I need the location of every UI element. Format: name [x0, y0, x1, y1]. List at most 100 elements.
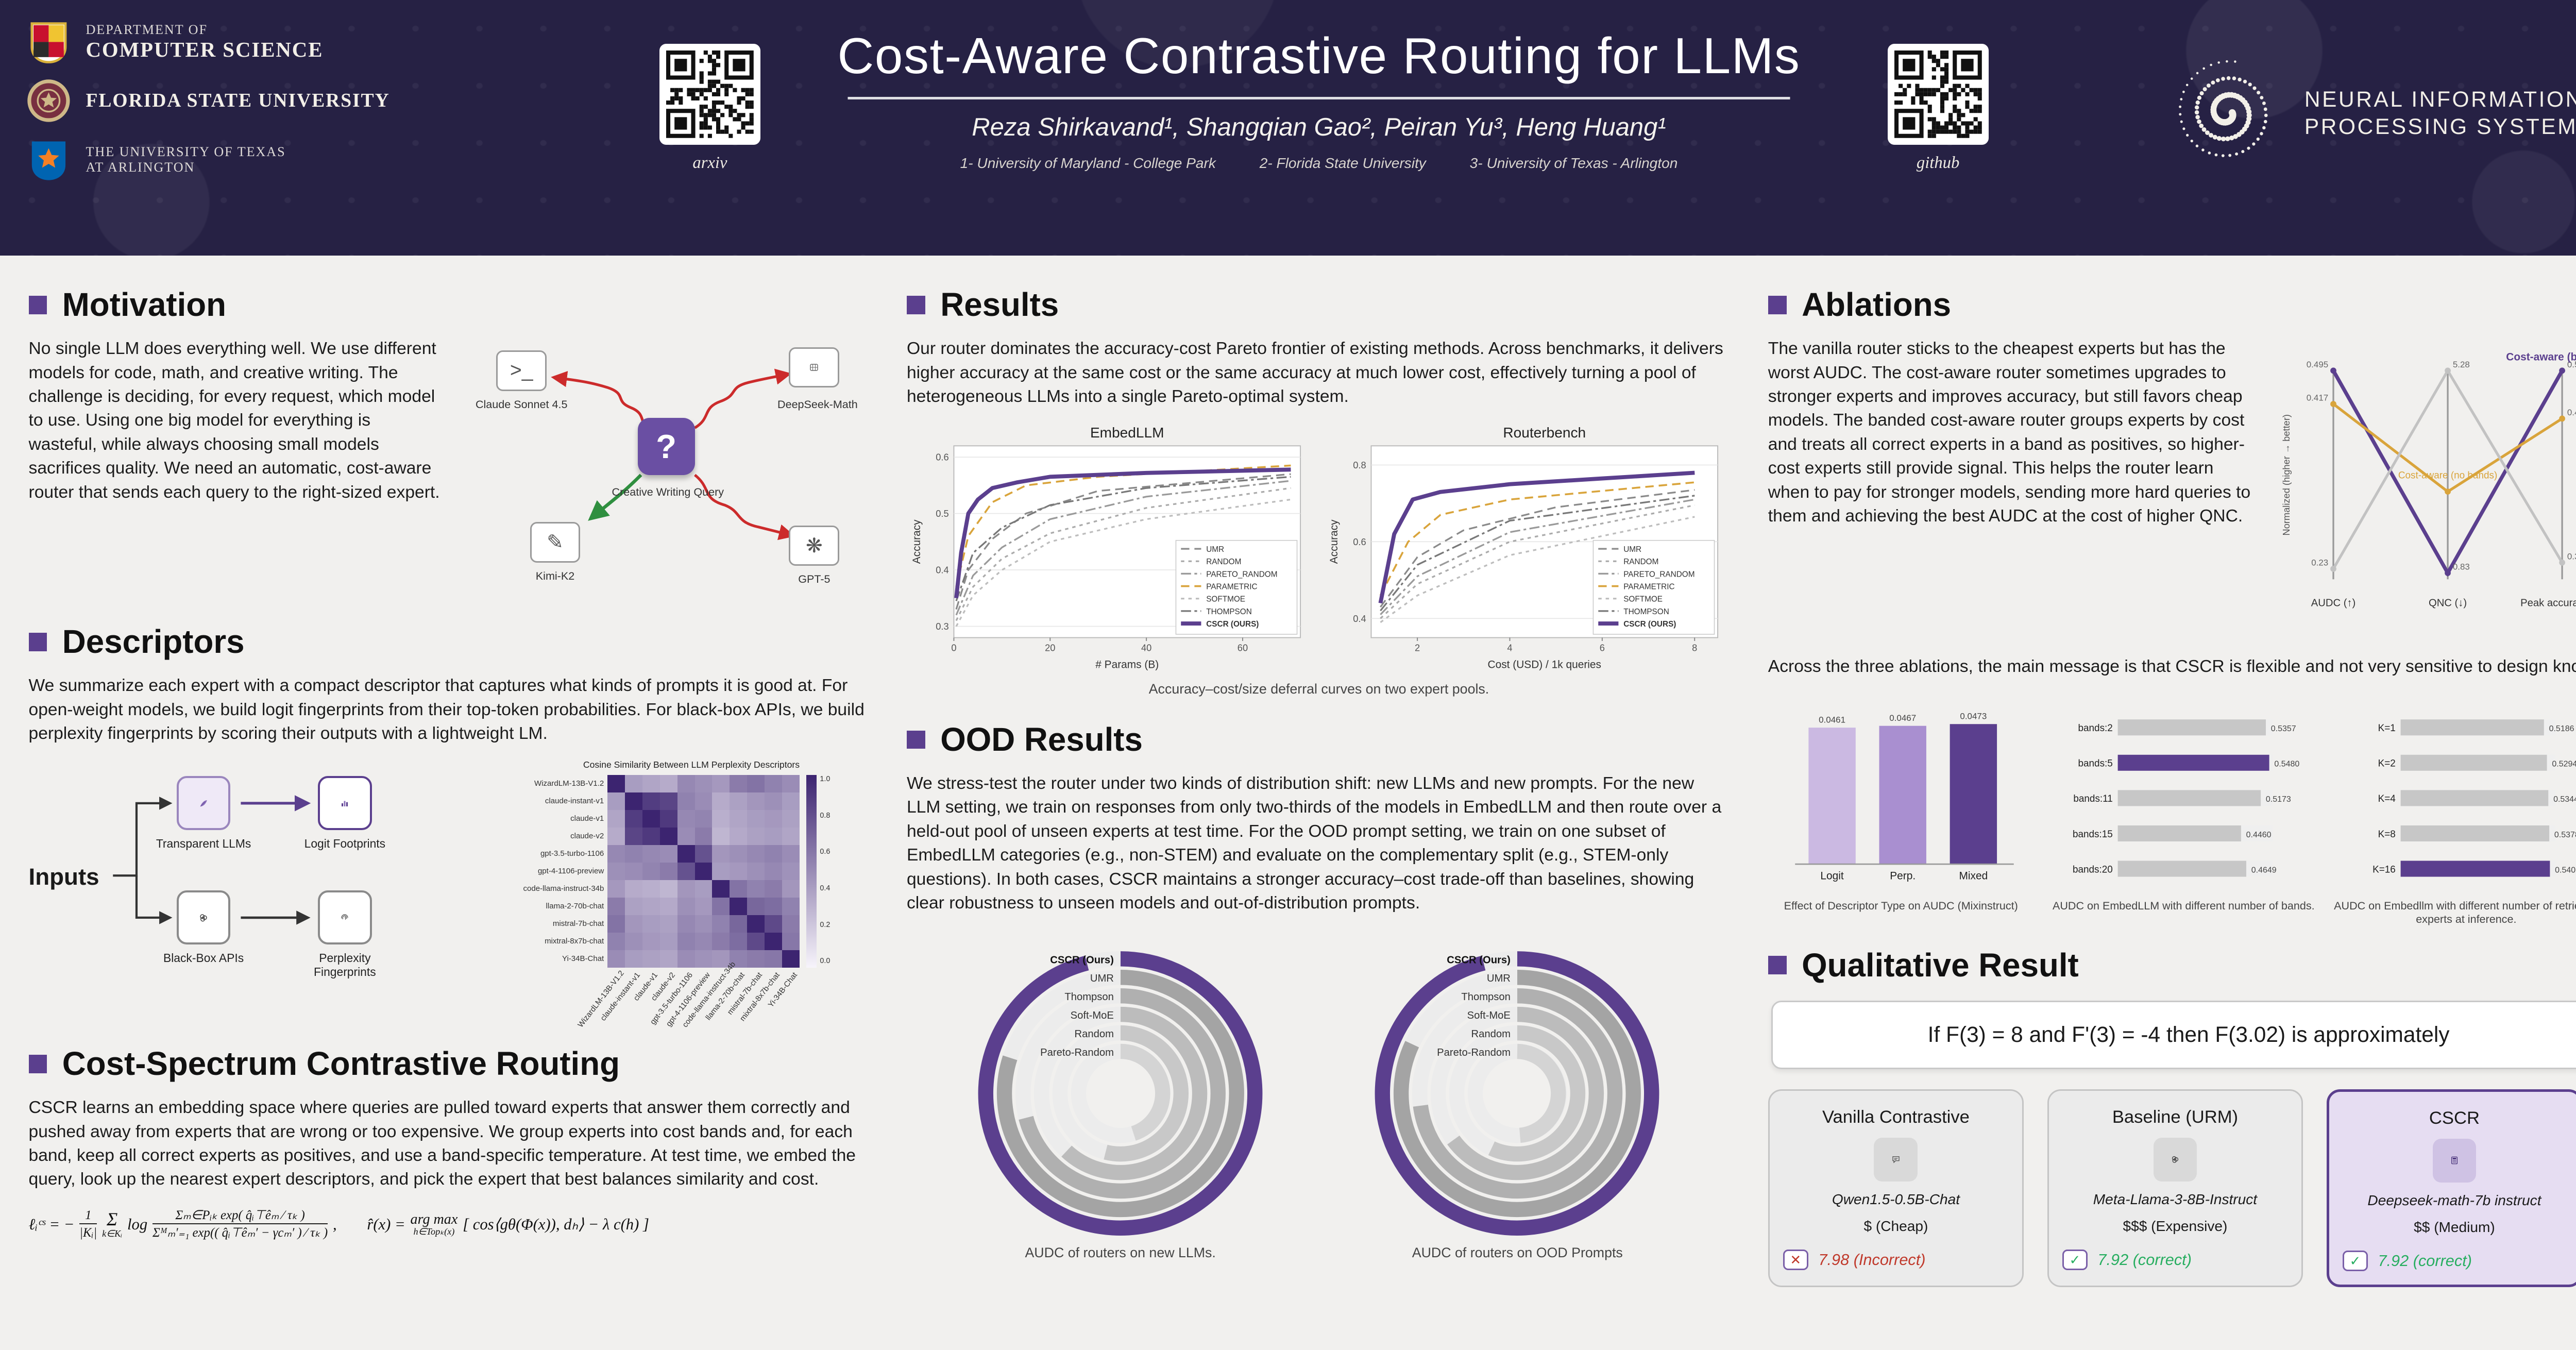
descriptor-type-caption: Effect of Descriptor Type on AUDC (Mixin… — [1784, 899, 2018, 913]
heatmap-cell — [624, 898, 642, 916]
fsu-seal — [27, 79, 70, 123]
answer-text: 7.92 (correct) — [2378, 1251, 2472, 1270]
svg-text:0.4: 0.4 — [1353, 613, 1366, 624]
svg-text:Cost-aware (bands): Cost-aware (bands) — [2506, 351, 2576, 363]
heatmap-cell — [765, 863, 783, 881]
ood-heading: OOD Results — [906, 721, 1731, 758]
card-answer: ✕ 7.98 (Incorrect) — [1783, 1250, 1926, 1270]
heatmap-cell — [694, 933, 713, 950]
heatmap-cell — [782, 775, 800, 793]
transparent-llms-icon — [176, 776, 231, 830]
heatmap-cell — [747, 933, 765, 950]
heatmap-cell — [712, 898, 730, 916]
heatmap-cell — [659, 880, 677, 898]
svg-text:0.5480: 0.5480 — [2275, 760, 2300, 768]
card-cost: $$ (Medium) — [2414, 1219, 2495, 1235]
blackbox-apis-icon — [176, 890, 231, 944]
routing-rule-formula: r̂(x) = arg max h∈Topₖ(x) [ cos⟨gθ(Φ(x))… — [367, 1211, 649, 1237]
results-title: Results — [940, 286, 1059, 324]
heatmap-cell — [694, 880, 713, 898]
heatmap-cell — [694, 775, 713, 793]
heatmap-cell — [782, 810, 800, 828]
heatmap-cell — [624, 792, 642, 811]
heatmap-cell — [659, 863, 677, 881]
svg-text:Cost-aware (no bands): Cost-aware (no bands) — [2398, 470, 2497, 481]
heatmap-cell — [782, 828, 800, 846]
heatmap-cell — [694, 828, 713, 846]
svg-text:K=8: K=8 — [2378, 829, 2395, 840]
heatmap-cell — [642, 792, 660, 811]
fsu-name: FLORIDA STATE UNIVERSITY — [86, 90, 390, 112]
svg-text:Normalized (higher → better): Normalized (higher → better) — [2281, 414, 2292, 536]
svg-text:60: 60 — [1238, 643, 1248, 653]
heatmap-cell — [677, 792, 695, 811]
heatmap-cell — [694, 845, 713, 863]
svg-text:Mixed: Mixed — [1959, 870, 1988, 882]
deepseek-label: DeepSeek-Math — [777, 397, 858, 411]
heatmap-cell — [782, 880, 800, 898]
heatmap-cell — [659, 845, 677, 863]
svg-text:Pareto-Random: Pareto-Random — [1040, 1047, 1114, 1058]
github-qr[interactable]: github — [1887, 43, 1989, 173]
section-bullet — [906, 730, 925, 749]
heatmap-cell — [677, 933, 695, 950]
kimi-icon: ✎ — [530, 522, 581, 563]
svg-text:20: 20 — [1045, 643, 1055, 653]
route-lhs: r̂(x) = — [367, 1215, 405, 1233]
motivation-text: No single LLM does everything well. We u… — [28, 339, 440, 502]
heatmap-cell — [677, 775, 695, 793]
descriptor-type-bar-chart: 0.0461 Logit 0.0467 Perp. 0.0473 Mixed — [1795, 711, 2014, 882]
calculator-icon — [2432, 1138, 2477, 1183]
loss-sum: Σ k∈Kᵢ — [102, 1209, 123, 1239]
heatmap-cell — [607, 880, 625, 898]
umd-logo — [30, 22, 67, 64]
heatmap-cell — [642, 828, 660, 846]
card-vanilla-contrastive: Vanilla Contrastive Qwen1.5-0.5B-Chat $ … — [1768, 1089, 2024, 1287]
arxiv-qr-code[interactable] — [666, 50, 754, 138]
loss-prefactor: 1 |Kᵢ| — [79, 1208, 97, 1240]
heatmap-row-label: gpt-4-1106-preview — [537, 867, 604, 876]
fsu-institution: FLORIDA STATE UNIVERSITY — [27, 79, 389, 123]
svg-text:QNC (↓): QNC (↓) — [2429, 598, 2467, 609]
route-argmax: arg max h∈Topₖ(x) — [410, 1211, 458, 1237]
heatmap-cell — [730, 810, 748, 828]
arxiv-qr[interactable]: arxiv — [659, 43, 760, 173]
svg-text:Cost (USD) / 1k queries: Cost (USD) / 1k queries — [1487, 659, 1601, 670]
loss-lhs: ℓᵢᶜˢ = − — [28, 1215, 75, 1233]
card-model: Deepseek-math-7b instruct — [2367, 1192, 2541, 1209]
svg-text:2: 2 — [1415, 643, 1420, 653]
svg-text:UMR: UMR — [1206, 545, 1224, 554]
svg-text:Accuracy: Accuracy — [911, 519, 923, 564]
answer-text: 7.92 (correct) — [2097, 1250, 2192, 1269]
svg-text:CSCR (OURS): CSCR (OURS) — [1206, 620, 1259, 629]
umd-institution: DEPARTMENT OF COMPUTER SCIENCE — [27, 20, 389, 64]
umd-name: DEPARTMENT OF COMPUTER SCIENCE — [86, 22, 324, 62]
svg-text:4: 4 — [1507, 643, 1512, 653]
embedllm-chart: 0.3 0.4 0.5 0.6 0 20 40 60 EmbedLLM # Params (B) A… — [911, 425, 1301, 670]
svg-text:Thompson: Thompson — [1064, 992, 1114, 1003]
logit-footprints-label: Logit Footprints — [304, 836, 386, 850]
section-bullet — [28, 1054, 47, 1073]
heatmap-cell — [765, 775, 783, 793]
heatmap-cell — [730, 863, 748, 881]
svg-text:0.5357: 0.5357 — [2271, 724, 2296, 733]
svg-text:PARETO_RANDOM: PARETO_RANDOM — [1206, 570, 1277, 579]
poster-title: Cost-Aware Contrastive Routing for LLMs — [837, 27, 1801, 85]
descriptors-heading: Descriptors — [28, 623, 870, 661]
heatmap-cell — [782, 792, 800, 811]
poster-body: Motivation No single LLM does everything… — [0, 256, 2576, 1349]
svg-text:PARAMETRIC: PARAMETRIC — [1623, 582, 1674, 591]
heatmap-colorbar: 1.0 0.8 0.6 0.4 0.2 0.0 — [806, 775, 830, 968]
heatmap-cell — [659, 915, 677, 933]
svg-text:bands:15: bands:15 — [2073, 829, 2113, 840]
heatmap-cell — [765, 950, 783, 968]
heatmap-cell — [694, 950, 713, 968]
qualitative-heading: Qualitative Result — [1768, 947, 2576, 984]
heatmap-cell — [782, 898, 800, 916]
svg-text:K=16: K=16 — [2372, 864, 2396, 875]
affiliation-2: 2- Florida State University — [1259, 155, 1426, 171]
github-qr-code[interactable] — [1894, 50, 1982, 138]
heatmap-cell — [642, 845, 660, 863]
svg-text:bands:5: bands:5 — [2078, 758, 2113, 769]
heatmap-cell — [607, 845, 625, 863]
